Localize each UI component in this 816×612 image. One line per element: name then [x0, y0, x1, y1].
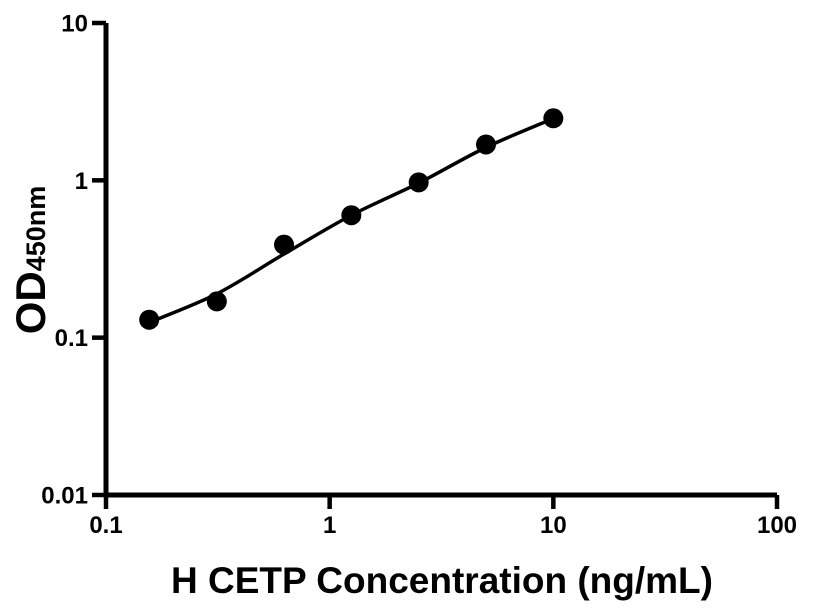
y-axis-title: OD450nm — [7, 186, 54, 335]
y-tick-label: 1 — [75, 168, 88, 195]
y-tick-label: 0.01 — [41, 483, 88, 510]
data-point — [274, 234, 295, 255]
x-axis-title: H CETP Concentration (ng/mL) — [171, 560, 713, 601]
axes — [103, 23, 777, 498]
x-tick-label: 100 — [757, 512, 797, 539]
y-axis-title-subscript: 450nm — [21, 186, 51, 272]
x-tick-label: 10 — [540, 512, 567, 539]
y-tick-label: 0.1 — [55, 325, 88, 352]
axis-ticks — [92, 20, 780, 509]
data-point — [206, 291, 227, 312]
y-axis-title-main: OD — [7, 271, 54, 334]
data-point — [476, 134, 497, 155]
axis-spine — [103, 23, 777, 498]
data-point — [543, 108, 564, 129]
y-tick-label: 10 — [61, 11, 88, 38]
data-point — [139, 309, 160, 330]
x-tick-label: 0.1 — [89, 512, 122, 539]
data-series — [139, 108, 564, 330]
x-tick-label: 1 — [323, 512, 336, 539]
data-point — [341, 205, 362, 226]
data-point — [408, 172, 429, 193]
